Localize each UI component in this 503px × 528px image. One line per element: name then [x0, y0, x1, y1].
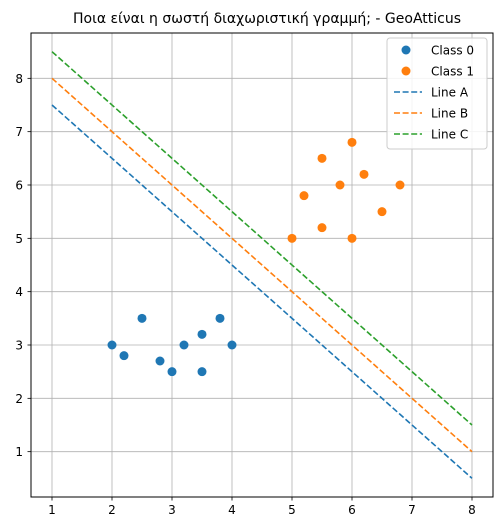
x-tick-label: 5 — [288, 503, 296, 517]
x-tick-label: 7 — [408, 503, 416, 517]
legend-line-a-label: Line A — [431, 86, 469, 100]
class-0-point — [138, 314, 147, 323]
y-tick-label: 3 — [15, 339, 23, 353]
x-tick-label: 4 — [228, 503, 236, 517]
y-tick-label: 6 — [15, 179, 23, 193]
class-1-point — [378, 207, 387, 216]
class-1-point — [348, 138, 357, 147]
x-tick-label: 8 — [468, 503, 476, 517]
class-1-point — [348, 234, 357, 243]
y-tick-label: 4 — [15, 285, 23, 299]
legend-class-0-label: Class 0 — [431, 44, 474, 58]
legend-line-b-label: Line B — [431, 107, 468, 121]
class-1-point — [336, 181, 345, 190]
y-tick-label: 5 — [15, 232, 23, 246]
class-1-point — [318, 154, 327, 163]
y-tick-label: 8 — [15, 72, 23, 86]
y-tick-label: 7 — [15, 125, 23, 139]
x-tick-label: 1 — [48, 503, 56, 517]
x-tick-label: 6 — [348, 503, 356, 517]
x-tick-label: 2 — [108, 503, 116, 517]
class-0-point — [156, 357, 165, 366]
chart-title: Ποια είναι η σωστή διαχωριστική γραμμή; … — [73, 11, 461, 27]
class-1-point — [288, 234, 297, 243]
legend: Class 0 Class 1 Line A Line B Line C — [387, 38, 487, 149]
legend-class-1-label: Class 1 — [431, 65, 474, 79]
class-0-point — [198, 330, 207, 339]
class-0-point — [108, 341, 117, 350]
class-0-point — [180, 341, 189, 350]
legend-line-c-label: Line C — [431, 128, 468, 142]
y-tick-label: 1 — [15, 445, 23, 459]
class-0-point — [168, 367, 177, 376]
class-0-point — [216, 314, 225, 323]
legend-class-1-swatch — [402, 67, 411, 76]
x-tick-label: 3 — [168, 503, 176, 517]
y-tick-label: 2 — [15, 392, 23, 406]
class-0-point — [120, 351, 129, 360]
class-1-point — [300, 191, 309, 200]
class-1-point — [396, 181, 405, 190]
class-0-point — [228, 341, 237, 350]
legend-class-0-swatch — [402, 46, 411, 55]
class-0-point — [198, 367, 207, 376]
class-1-point — [360, 170, 369, 179]
class-1-point — [318, 223, 327, 232]
